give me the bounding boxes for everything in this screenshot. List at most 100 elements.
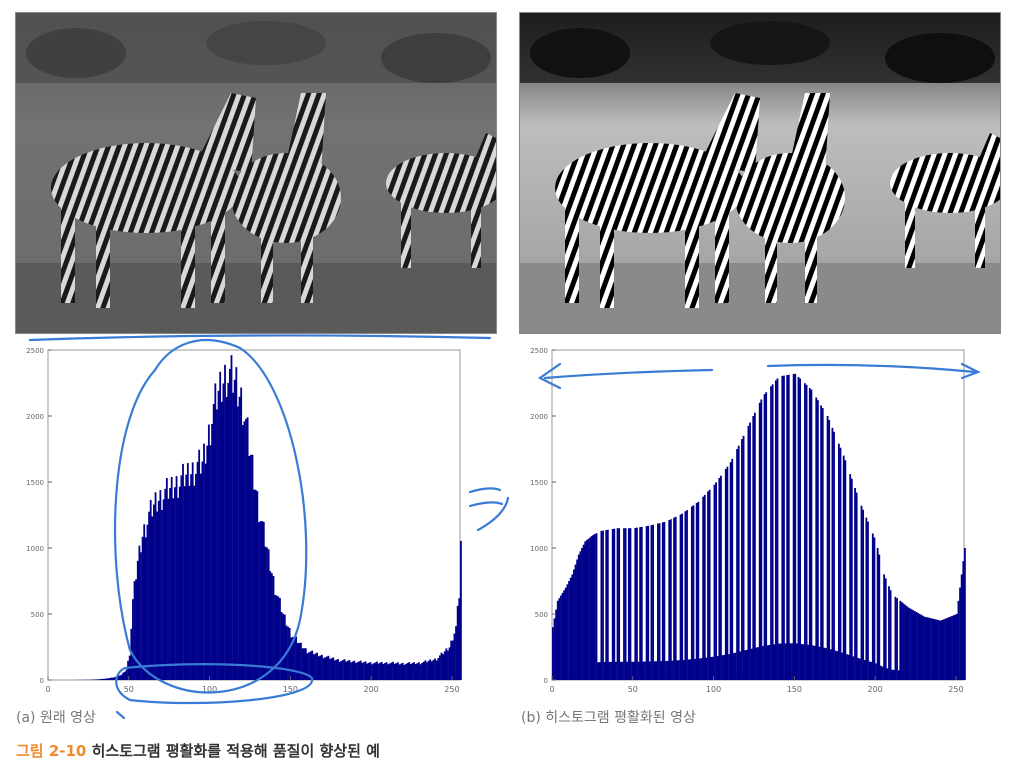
histogram-bar [552,627,554,680]
histogram-bar [343,659,346,680]
histogram-bar [270,573,273,680]
histogram-bar [309,651,312,680]
histogram-bar [219,371,222,680]
histogram-bar [111,677,113,680]
histogram-bar [960,574,963,680]
histogram-bar [280,612,283,680]
histogram-bar [233,379,236,680]
histogram-bar [460,540,462,680]
histogram-bar [209,445,212,680]
histogram-bar [742,435,745,680]
histogram-bar [325,656,328,680]
histogram-bar [587,538,590,680]
histogram-bar [611,528,614,680]
histogram-bar [858,658,861,680]
x-tick-label: 100 [202,685,217,694]
histogram-bar [962,561,965,680]
histogram-bar [144,537,147,680]
histogram-bar [188,485,191,680]
histogram-bar [668,520,671,680]
histogram-bar [863,660,866,680]
histogram-bar [939,620,942,680]
y-tick-label: 1000 [26,545,44,553]
histogram-bar [665,660,667,680]
histogram-bar [598,662,601,680]
histogram-bar [686,510,688,680]
histogram-bar [952,615,955,680]
histogram-bar [765,392,768,680]
histogram-bar [836,651,839,680]
histogram-bar [723,654,726,680]
histogram-bar [319,655,322,680]
histogram-bar [115,676,118,680]
original-image [15,12,497,334]
histogram-bar [143,524,146,680]
histogram-bar [149,499,152,680]
histogram-bar [238,396,241,680]
y-tick-label: 2000 [530,413,548,421]
histogram-bar [408,662,411,680]
histogram-bar [275,595,278,680]
histogram-bar [673,517,675,680]
histogram-bar [243,421,246,680]
histogram-bar [363,662,365,680]
histogram-bar [249,454,252,680]
histogram-bar [786,375,789,680]
histogram-bar [642,661,645,680]
histogram-bar [577,554,580,680]
y-tick-label: 500 [31,611,44,619]
histogram-bar [298,642,301,680]
histogram-bar [755,647,758,680]
histogram-bar [690,506,693,680]
histogram-bar [637,661,640,680]
histogram-bar [626,661,629,680]
histogram-bar [687,659,690,680]
histogram-bar [569,577,572,680]
histogram-bar [663,521,666,680]
histogram-bar [582,544,585,680]
histogram-bar [141,536,144,680]
histogram-bar [930,618,932,680]
histogram-bar [104,678,107,680]
histogram-bar [379,662,382,680]
histogram-bar [206,445,209,680]
histogram-bar [227,382,230,680]
histogram-bar [928,617,931,680]
histogram-bar [382,663,385,680]
histogram-bar [934,619,937,680]
histogram-bar [99,679,102,680]
histogram-bar [568,581,570,680]
histogram-bar [180,475,183,680]
histogram-bar [784,643,787,680]
x-tick-label: 150 [283,685,298,694]
histogram-bar [303,648,306,680]
histogram-bar [172,498,175,680]
histogram-bar [311,650,314,680]
y-tick-label: 1500 [26,479,44,487]
histogram-bar [679,514,682,680]
histogram-bar [384,663,386,680]
histogram-bar [721,655,724,680]
histogram-bar [388,663,391,680]
histogram-bar [585,540,588,680]
histogram-bar [794,373,797,680]
histogram-bar [758,402,761,680]
histogram-bar [136,560,139,680]
histogram-bar [178,486,181,680]
histogram-bar [573,569,575,680]
histogram-bar [676,660,679,680]
original-histogram: 0 50 100 150 200 250 0 500 1000 1500 2000 2500 [12,342,482,697]
histogram-bar [395,663,398,680]
histogram-bar [324,657,327,680]
histogram-bar [584,541,587,680]
histogram-bar [396,662,399,680]
histogram-bar [359,660,362,680]
histogram-bar [951,615,953,680]
histogram-bar [287,626,289,680]
x-tick-label: 250 [948,685,963,694]
histogram-bar [375,661,378,680]
histogram-bar [770,386,772,680]
histogram-bar [241,424,244,680]
histogram-bar [753,412,756,680]
x-tick-label: 50 [124,685,134,694]
